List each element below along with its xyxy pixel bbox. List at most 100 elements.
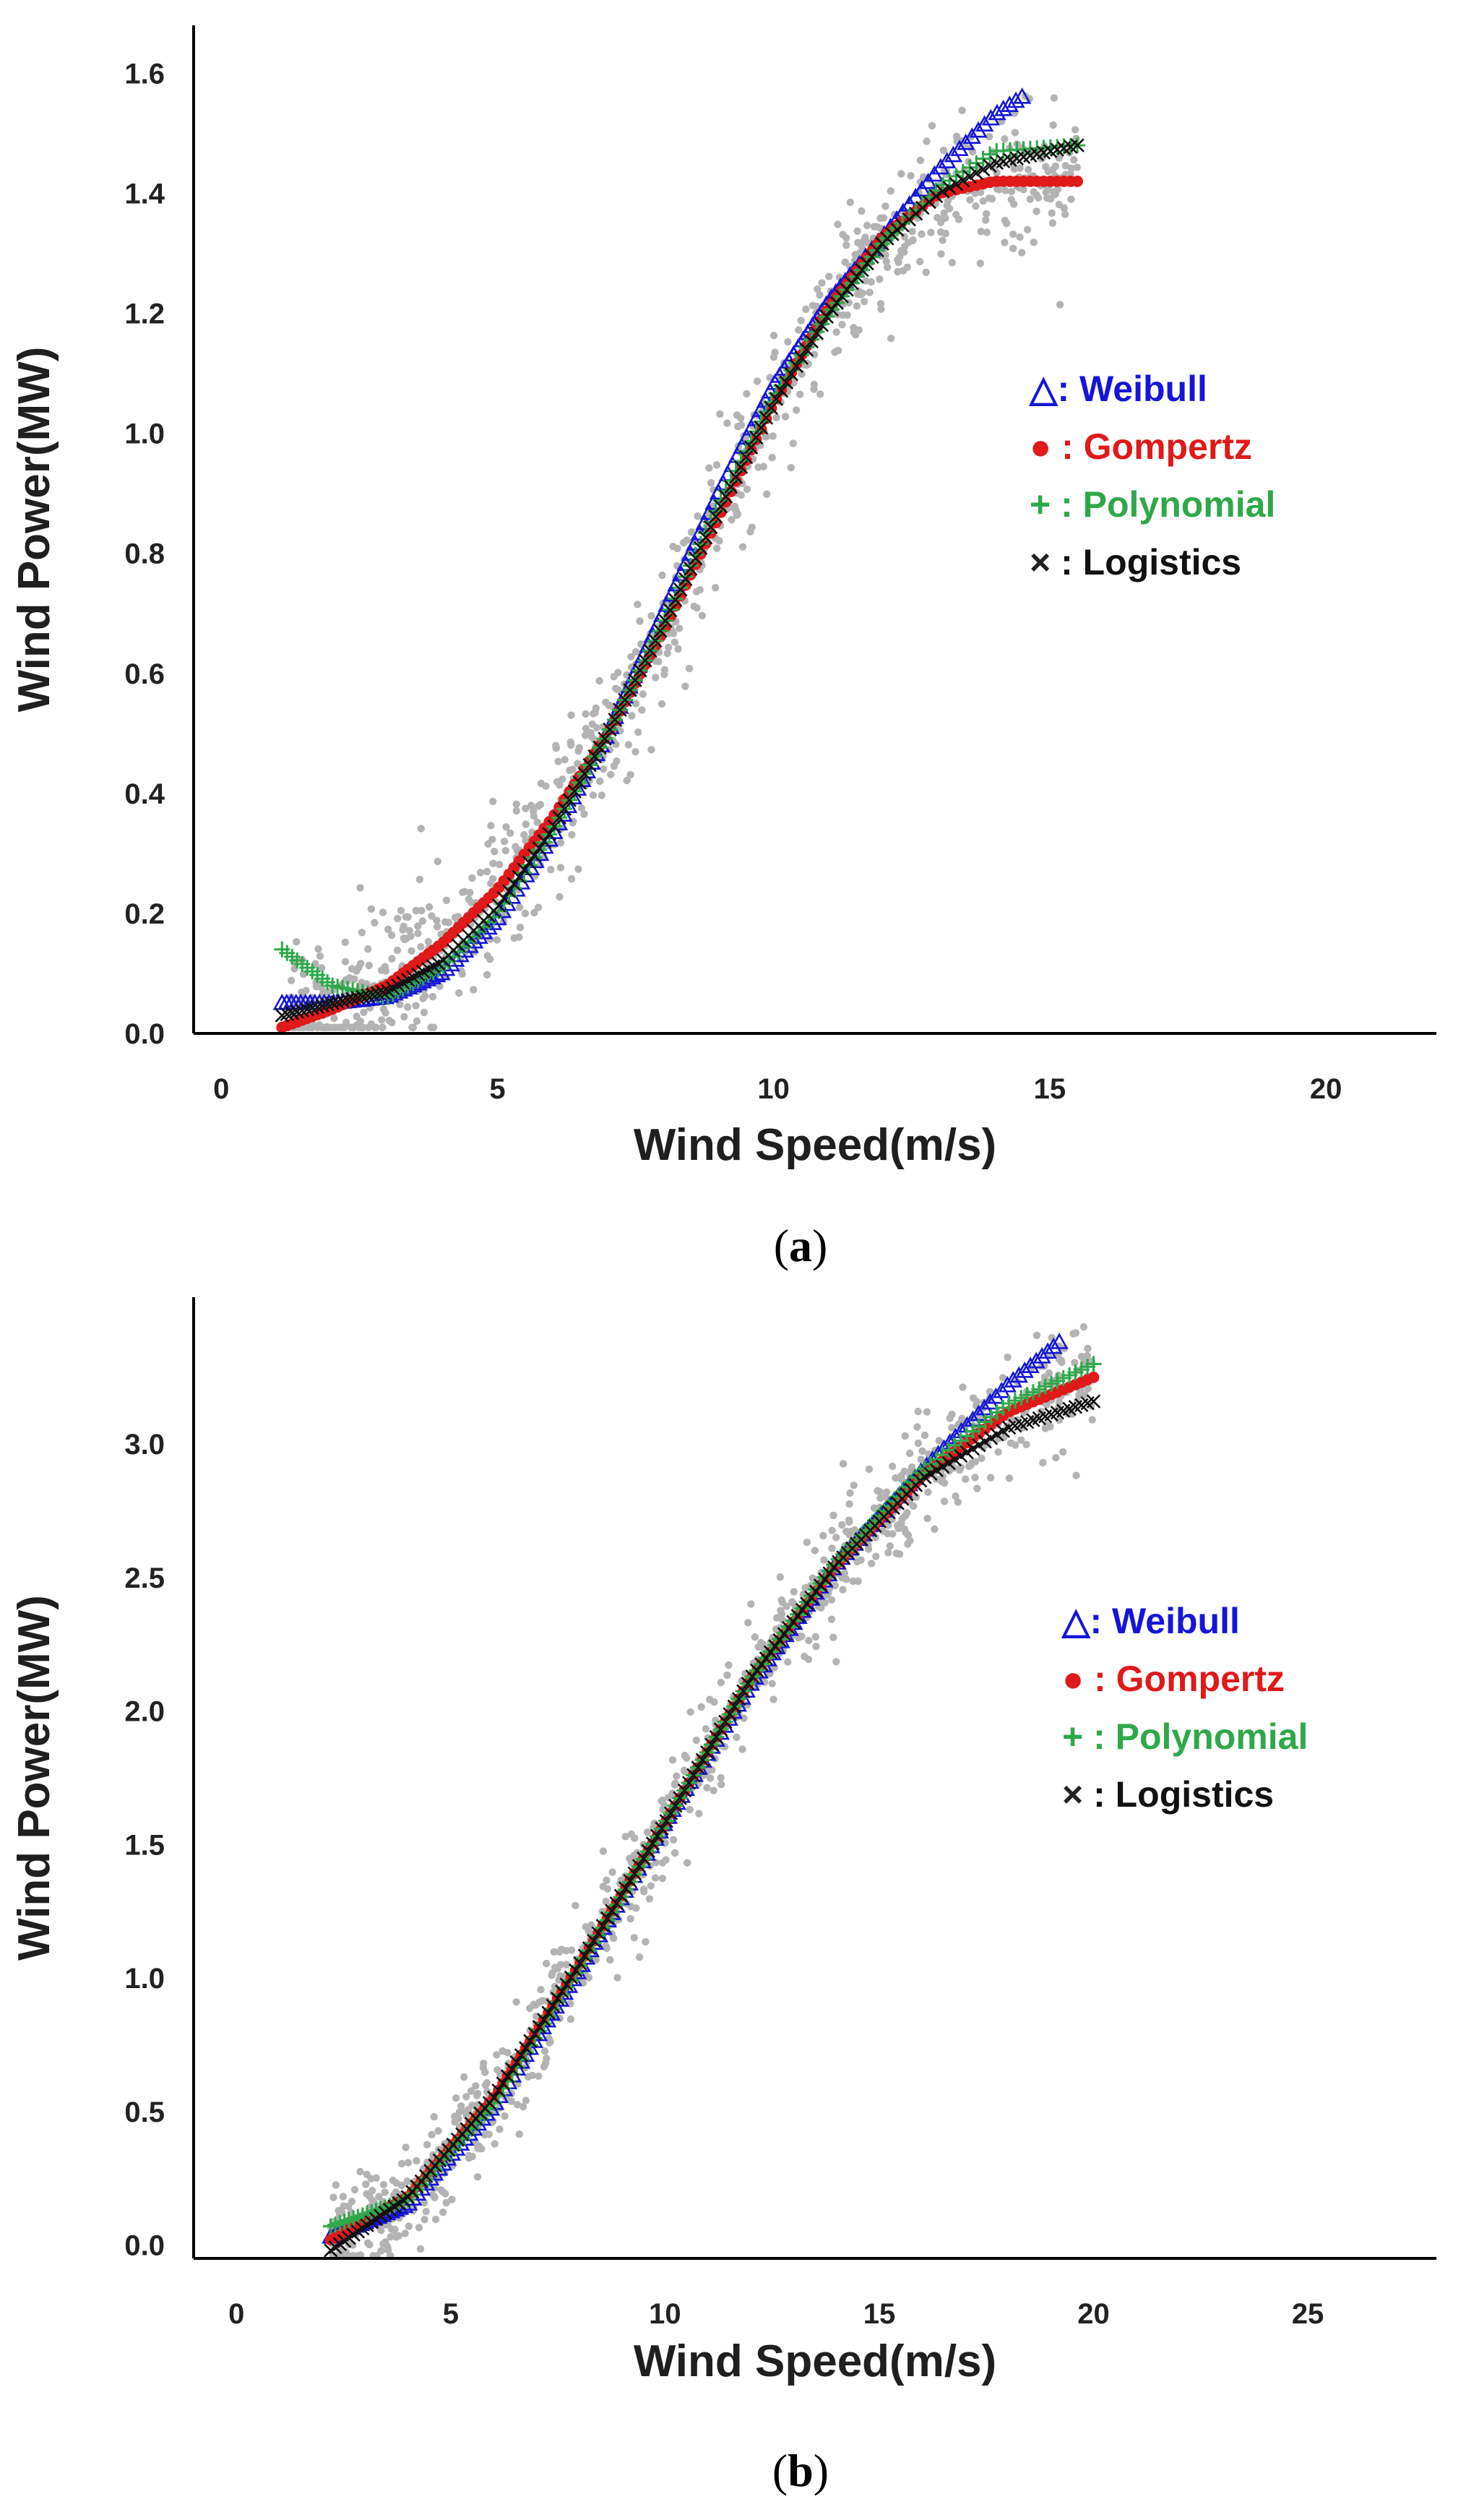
logistics-point: [738, 450, 754, 465]
observed-point: [309, 1021, 317, 1029]
observed-point: [1024, 165, 1032, 173]
y-tick-label: 1.6: [124, 58, 165, 90]
observed-point: [674, 645, 682, 653]
observed-point: [1055, 1416, 1064, 1424]
observed-point: [845, 1516, 853, 1524]
observed-point: [415, 875, 424, 884]
observed-point: [838, 1574, 846, 1582]
observed-point: [820, 1556, 828, 1564]
observed-point: [418, 906, 426, 915]
observed-point: [387, 2233, 394, 2241]
observed-point: [909, 236, 917, 244]
logistics-point: [835, 289, 849, 304]
observed-point: [828, 1544, 836, 1552]
observed-point: [428, 2130, 436, 2138]
logistics-point: [754, 421, 769, 435]
x-tick-label: 10: [649, 2298, 681, 2330]
observed-point: [846, 1489, 854, 1497]
logistics-point: [532, 841, 547, 856]
observed-point: [945, 205, 954, 212]
observed-point: [521, 909, 530, 918]
observed-point: [1040, 1373, 1049, 1381]
observed-point: [773, 1614, 781, 1622]
observed-point: [527, 801, 535, 809]
logistics-point: [487, 2090, 501, 2105]
observed-point: [751, 1633, 759, 1641]
observed-point: [827, 1615, 836, 1623]
logistics-point: [799, 343, 814, 357]
observed-point: [707, 478, 715, 487]
y-axis-title: Wind Power(MW): [9, 347, 59, 713]
observed-point: [908, 228, 916, 236]
observed-point: [1007, 196, 1016, 204]
observed-point: [501, 2112, 509, 2120]
observed-point: [854, 238, 862, 246]
observed-point: [457, 2102, 465, 2110]
observed-point: [551, 1982, 559, 1990]
observed-point: [394, 914, 402, 923]
observed-point: [472, 2082, 480, 2090]
observed-point: [412, 1002, 420, 1010]
logistics-point: [628, 673, 642, 687]
logistics-point: [653, 624, 668, 638]
polynomial-point: [687, 546, 704, 563]
observed-point: [405, 2222, 413, 2230]
observed-point: [399, 926, 407, 934]
caption-open: (: [772, 2445, 788, 2496]
observed-point: [918, 1447, 926, 1455]
observed-point: [754, 463, 762, 471]
observed-point: [703, 1784, 711, 1792]
logistics-point: [668, 593, 683, 607]
observed-point: [627, 653, 635, 661]
observed-point: [524, 2073, 532, 2081]
observed-point: [465, 2154, 473, 2162]
observed-point: [529, 807, 538, 815]
logistics-point: [506, 877, 522, 891]
logistics-point: [631, 1859, 647, 1873]
logistics-point: [850, 270, 864, 284]
observed-point: [318, 984, 326, 992]
logistics-point: [809, 1584, 824, 1599]
series-logistics: [275, 138, 1085, 1023]
observed-point: [487, 822, 495, 830]
observed-point: [884, 263, 892, 271]
observed-point: [819, 1531, 827, 1540]
observed-point: [877, 305, 885, 313]
logistics-point: [655, 1821, 669, 1836]
observed-point: [669, 1836, 678, 1844]
logistics-point: [587, 1933, 601, 1948]
observed-point: [643, 1828, 652, 1836]
observed-point: [318, 964, 326, 972]
observed-point: [519, 2103, 527, 2111]
observed-scatter: [327, 1323, 1098, 2260]
observed-point: [884, 1549, 892, 1557]
observed-point: [743, 390, 751, 398]
observed-point: [515, 2130, 523, 2138]
series-gompertz: [324, 1371, 1100, 2246]
legend-symbol-weibull: △: [1061, 1601, 1091, 1641]
logistics-point: [769, 392, 784, 406]
logistics-point: [618, 692, 632, 708]
logistics-point: [936, 184, 950, 199]
observed-point: [952, 210, 960, 219]
observed-point: [705, 464, 713, 472]
legend-symbol-logistics: ×: [1062, 1774, 1083, 1815]
logistics-point: [650, 1828, 665, 1844]
series-polynomial: [274, 137, 1086, 1005]
logistics-point: [537, 834, 552, 848]
observed-point: [802, 305, 810, 314]
weibull-point: [993, 99, 1013, 116]
observed-point: [693, 604, 701, 612]
x-axis-title: Wind Speed(m/s): [634, 2336, 996, 2386]
x-tick-label: 0: [228, 2298, 244, 2330]
series-weibull: [272, 87, 1032, 1010]
logistics-point: [804, 1591, 819, 1605]
observed-point: [626, 1914, 634, 1923]
logistics-point: [678, 572, 693, 587]
logistics-point: [500, 2069, 515, 2083]
logistics-point: [795, 1602, 810, 1617]
logistics-point: [829, 296, 844, 310]
observed-point: [916, 257, 924, 266]
legend-label-polynomial: : Polynomial: [1051, 484, 1275, 525]
observed-point: [1083, 1351, 1092, 1360]
